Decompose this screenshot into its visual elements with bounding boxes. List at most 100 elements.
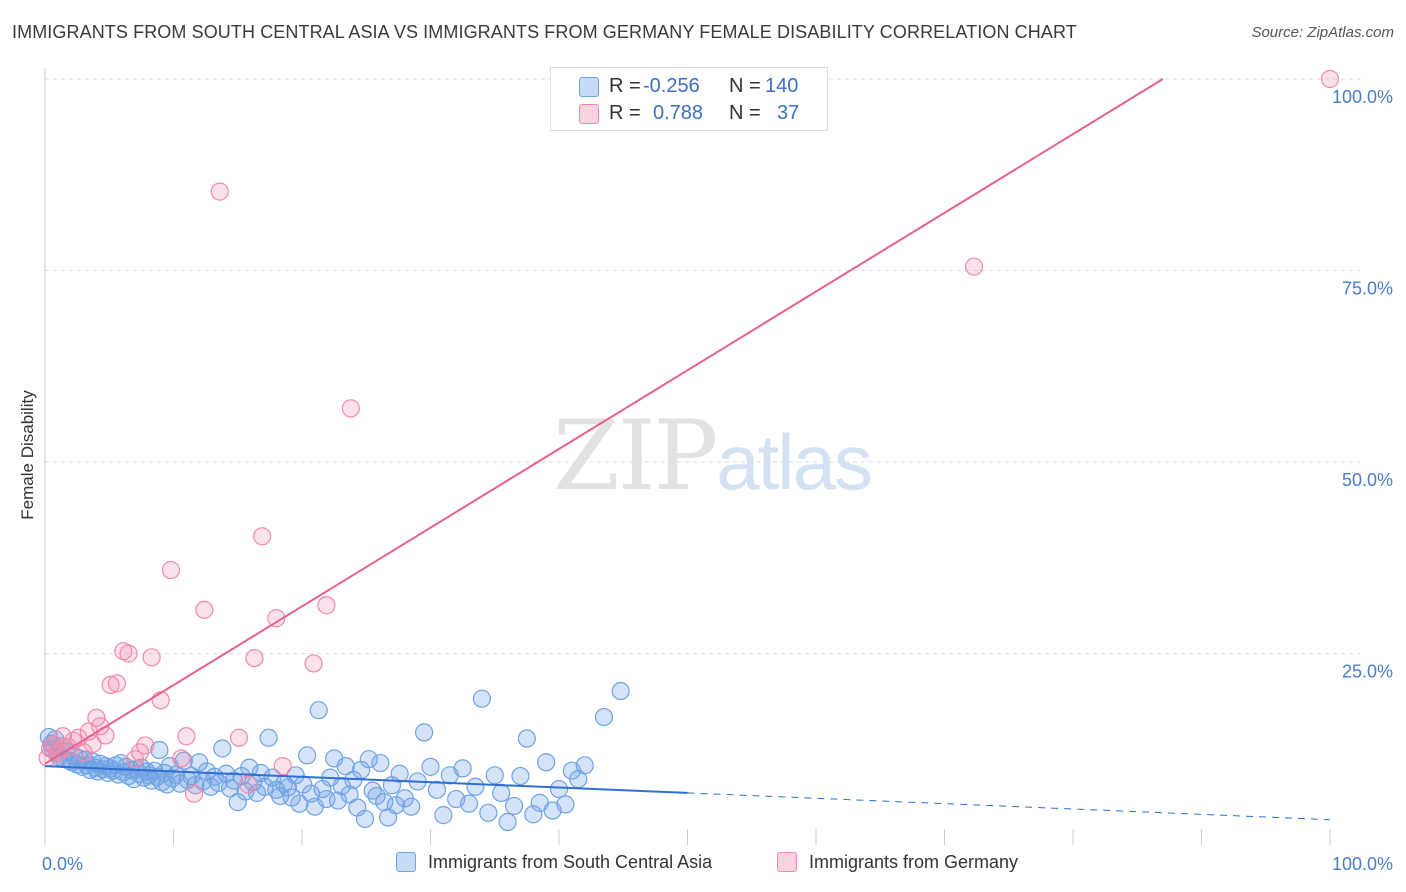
data-point-south-central-asia bbox=[453, 759, 472, 778]
data-point-germany bbox=[119, 644, 138, 663]
data-point-south-central-asia bbox=[479, 803, 498, 822]
data-point-germany bbox=[273, 757, 292, 776]
bottom-legend-swatch-pink bbox=[777, 852, 797, 872]
trend-line-germany bbox=[44, 78, 1164, 765]
data-point-south-central-asia bbox=[594, 707, 614, 727]
legend-r-label: R = bbox=[609, 102, 641, 124]
data-point-germany bbox=[210, 182, 229, 201]
data-point-south-central-asia bbox=[556, 795, 575, 814]
data-point-south-central-asia bbox=[459, 794, 479, 813]
trend-lines bbox=[44, 78, 1331, 821]
x-tick-label-min: 0.0% bbox=[42, 854, 83, 874]
axes bbox=[44, 68, 1331, 845]
data-point-germany bbox=[229, 728, 249, 747]
legend-r-value: 0.788 bbox=[653, 102, 704, 124]
bottom-legend-label-pink: Immigrants from Germany bbox=[809, 852, 1019, 872]
gridlines bbox=[45, 78, 1365, 654]
data-point-germany bbox=[172, 749, 191, 768]
y-tick-label: 100.0% bbox=[1332, 87, 1393, 107]
legend-swatch-blue bbox=[579, 77, 599, 97]
legend: R = -0.256 N = 140 R = 0.788 N = 37 bbox=[550, 67, 828, 131]
data-point-germany bbox=[341, 399, 360, 418]
data-point-south-central-asia bbox=[190, 753, 209, 772]
data-point-south-central-asia bbox=[434, 806, 453, 825]
legend-n-label: N = bbox=[729, 102, 761, 124]
data-point-south-central-asia bbox=[390, 764, 409, 783]
data-point-south-central-asia bbox=[386, 796, 405, 815]
data-point-germany bbox=[195, 600, 214, 619]
data-point-south-central-asia bbox=[251, 763, 270, 783]
data-point-germany bbox=[245, 648, 264, 668]
data-point-germany bbox=[53, 727, 73, 746]
data-point-south-central-asia bbox=[355, 809, 375, 829]
data-point-south-central-asia bbox=[524, 805, 543, 824]
data-point-germany bbox=[238, 775, 258, 794]
data-point-south-central-asia bbox=[375, 793, 394, 812]
data-point-germany bbox=[87, 708, 106, 727]
bottom-legend-swatch-blue bbox=[396, 852, 416, 872]
data-point-south-central-asia bbox=[336, 757, 355, 776]
source-label: Source: ZipAtlas.com bbox=[1251, 24, 1394, 41]
trend-line-south-central-asia bbox=[44, 765, 688, 794]
data-point-south-central-asia bbox=[213, 739, 232, 758]
data-point-south-central-asia bbox=[611, 681, 630, 701]
data-point-south-central-asia bbox=[290, 794, 309, 813]
data-point-south-central-asia bbox=[504, 796, 524, 816]
y-axis-label: Female Disability bbox=[18, 390, 37, 520]
chart-title: IMMIGRANTS FROM SOUTH CENTRAL ASIA VS IM… bbox=[12, 22, 1077, 42]
data-point-south-central-asia bbox=[421, 757, 440, 776]
data-point-south-central-asia bbox=[511, 766, 530, 786]
data-point-south-central-asia bbox=[371, 753, 390, 773]
x-tick-label-max: 100.0% bbox=[1332, 854, 1393, 874]
legend-n-value: 140 bbox=[765, 75, 799, 97]
data-point-south-central-asia bbox=[309, 701, 328, 720]
data-point-south-central-asia bbox=[427, 780, 447, 799]
data-point-south-central-asia bbox=[575, 756, 594, 775]
data-point-south-central-asia bbox=[402, 797, 421, 816]
data-point-south-central-asia bbox=[472, 689, 491, 708]
data-point-south-central-asia bbox=[166, 765, 186, 784]
data-point-south-central-asia bbox=[485, 766, 504, 785]
legend-n-label: N = bbox=[729, 75, 761, 97]
data-point-south-central-asia bbox=[174, 751, 193, 770]
data-point-germany bbox=[151, 691, 170, 710]
legend-n-value: 37 bbox=[777, 102, 800, 124]
data-point-germany bbox=[304, 654, 323, 673]
data-point-germany bbox=[101, 675, 120, 695]
legend-row-blue: R = -0.256 N = 140 bbox=[551, 74, 827, 100]
data-point-south-central-asia bbox=[359, 750, 378, 769]
legend-r-label: R = bbox=[609, 75, 641, 97]
data-point-south-central-asia bbox=[209, 773, 228, 793]
data-point-south-central-asia bbox=[466, 777, 485, 796]
data-point-south-central-asia bbox=[498, 812, 517, 832]
y-tick-label: 25.0% bbox=[1342, 662, 1393, 682]
data-point-germany bbox=[161, 560, 181, 580]
legend-row-pink: R = 0.788 N = 37 bbox=[551, 101, 827, 127]
data-point-germany bbox=[142, 648, 161, 667]
data-point-south-central-asia bbox=[517, 729, 536, 748]
data-point-germany bbox=[91, 717, 110, 736]
data-point-germany bbox=[1320, 69, 1340, 89]
data-point-south-central-asia bbox=[298, 746, 317, 765]
data-point-south-central-asia bbox=[317, 789, 336, 809]
trend-line-south-central-asia-extension bbox=[687, 792, 1331, 821]
legend-swatch-pink bbox=[579, 104, 599, 124]
data-point-germany bbox=[184, 784, 204, 803]
data-point-south-central-asia bbox=[414, 723, 434, 742]
y-tick-label: 50.0% bbox=[1342, 470, 1393, 490]
data-point-south-central-asia bbox=[549, 779, 569, 799]
legend-r-value: -0.256 bbox=[643, 75, 700, 97]
tick-labels: 25.0% 50.0% 75.0% 100.0% 0.0% 100.0% bbox=[42, 87, 1393, 874]
data-point-germany bbox=[177, 727, 196, 746]
data-point-south-central-asia bbox=[328, 791, 348, 810]
data-point-germany bbox=[317, 596, 336, 615]
series-south-central-asia bbox=[39, 681, 630, 832]
data-point-germany bbox=[964, 257, 984, 276]
data-point-germany bbox=[253, 527, 272, 546]
data-point-south-central-asia bbox=[259, 728, 278, 747]
data-point-south-central-asia bbox=[537, 753, 556, 772]
y-tick-label: 75.0% bbox=[1342, 279, 1393, 299]
data-point-south-central-asia bbox=[150, 740, 169, 760]
data-point-germany bbox=[136, 736, 155, 755]
